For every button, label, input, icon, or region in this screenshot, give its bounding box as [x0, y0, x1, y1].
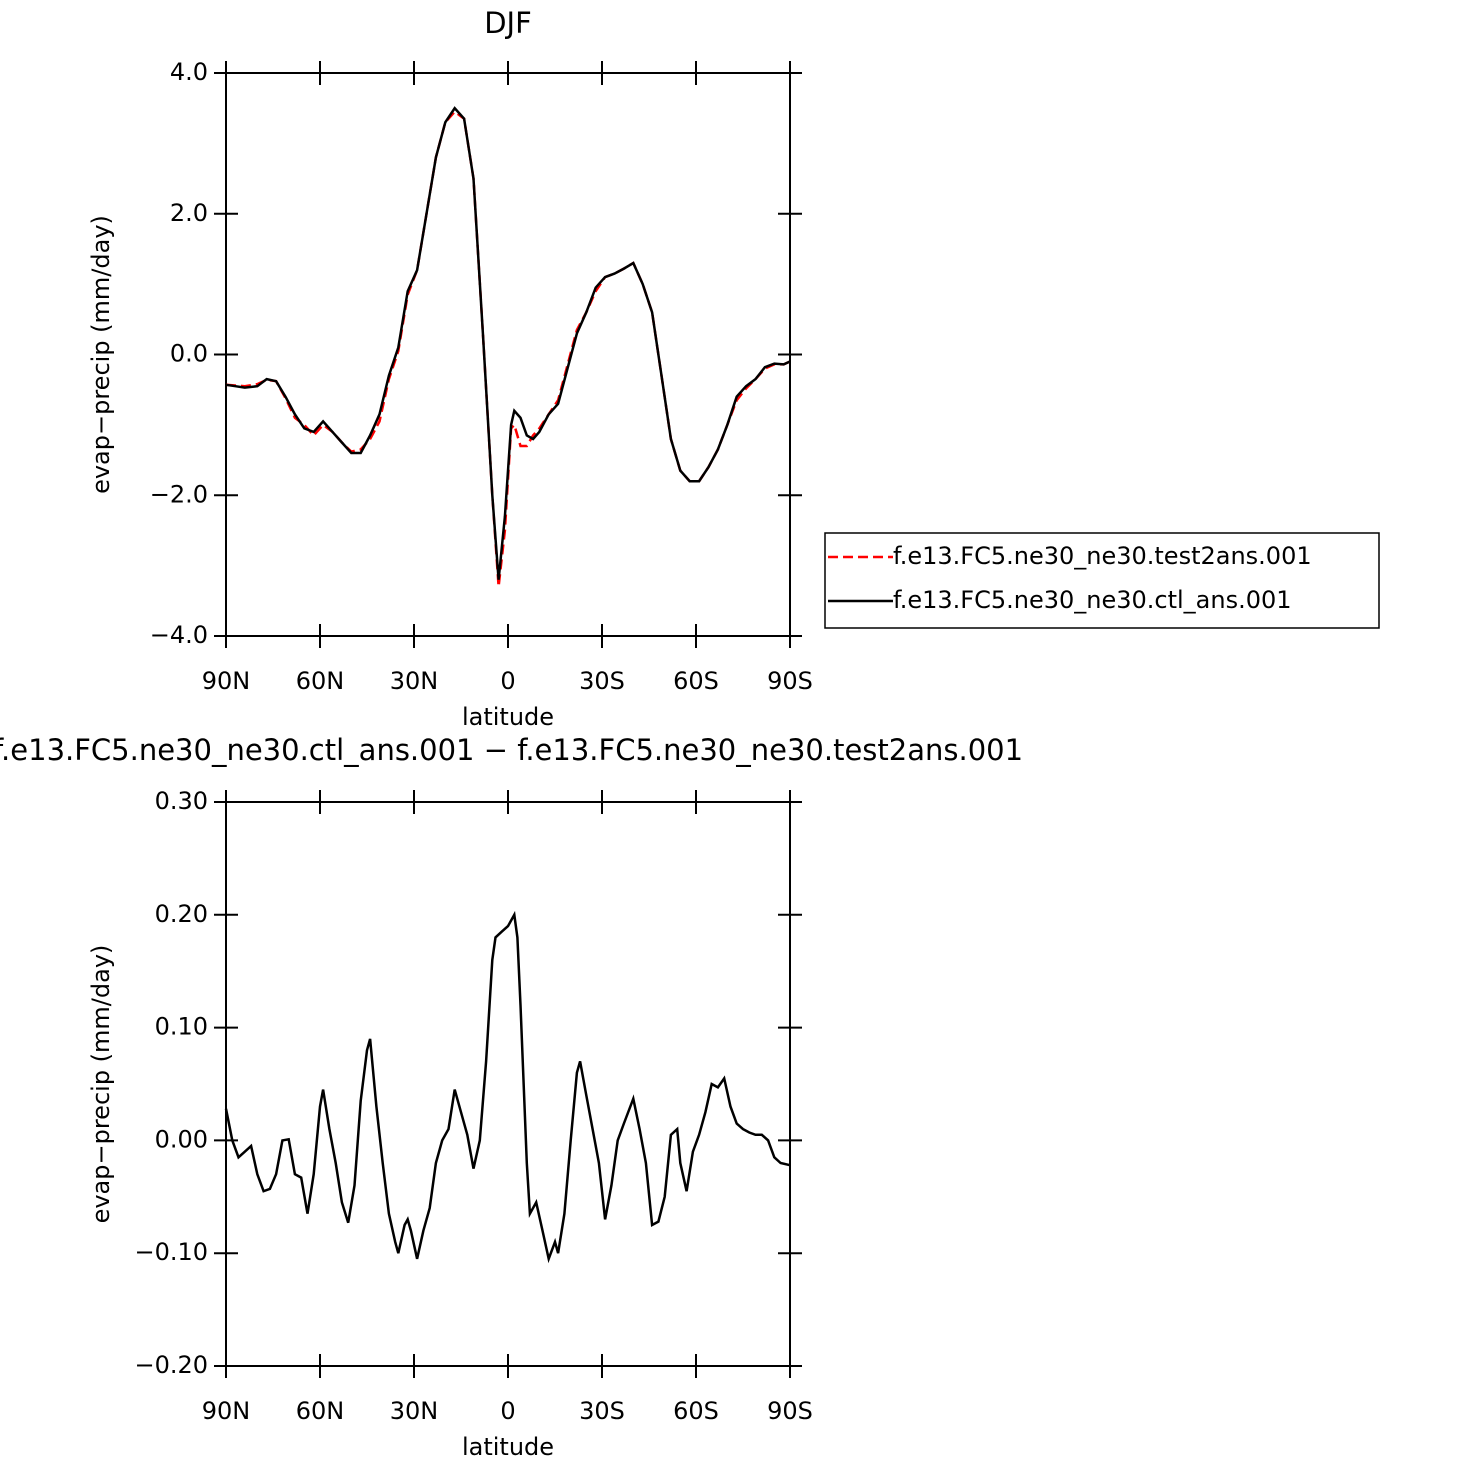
y-tick-label: −0.20: [134, 1351, 208, 1379]
y-tick-label: −2.0: [150, 480, 208, 508]
legend-box: [824, 532, 1380, 629]
x-tick-label: 90N: [202, 667, 251, 695]
y-tick-label: −4.0: [150, 621, 208, 649]
x-tick-label: 30S: [579, 667, 625, 695]
legend-label: f.e13.FC5.ne30_ne30.test2ans.001: [893, 542, 1312, 570]
x-tick-label: 0: [500, 1397, 515, 1425]
x-tick-label: 30N: [390, 1397, 439, 1425]
y-axis-label: evap−precip (mm/day): [87, 945, 115, 1224]
x-axis-label: latitude: [462, 1433, 554, 1461]
y-tick-label: 0.0: [170, 340, 208, 368]
legend-label: f.e13.FC5.ne30_ne30.ctl_ans.001: [893, 586, 1292, 614]
data-line: [225, 110, 791, 587]
y-tick-label: −0.10: [134, 1238, 208, 1266]
x-tick-label: 60S: [673, 1397, 719, 1425]
x-tick-label: 30S: [579, 1397, 625, 1425]
y-tick-label: 4.0: [170, 58, 208, 86]
y-tick-label: 0.20: [155, 900, 208, 928]
plot-frame: [225, 72, 791, 637]
chart-title: DJF: [484, 6, 532, 40]
x-tick-label: 90N: [202, 1397, 251, 1425]
chart-title: f.e13.FC5.ne30_ne30.ctl_ans.001 − f.e13.…: [0, 733, 1023, 767]
y-tick-label: 0.00: [155, 1125, 208, 1153]
x-axis-label: latitude: [462, 703, 554, 731]
x-tick-label: 0: [500, 667, 515, 695]
y-tick-label: 2.0: [170, 199, 208, 227]
x-tick-label: 90S: [767, 1397, 813, 1425]
plot-frame: [225, 801, 791, 1367]
y-axis-label: evap−precip (mm/day): [87, 215, 115, 494]
data-line: [225, 106, 791, 580]
x-tick-label: 30N: [390, 667, 439, 695]
y-tick-label: 0.10: [155, 1013, 208, 1041]
y-tick-label: 0.30: [155, 787, 208, 815]
x-tick-label: 60S: [673, 667, 719, 695]
x-tick-label: 60N: [296, 667, 345, 695]
data-line: [224, 910, 791, 1264]
x-tick-label: 60N: [296, 1397, 345, 1425]
x-tick-label: 90S: [767, 667, 813, 695]
